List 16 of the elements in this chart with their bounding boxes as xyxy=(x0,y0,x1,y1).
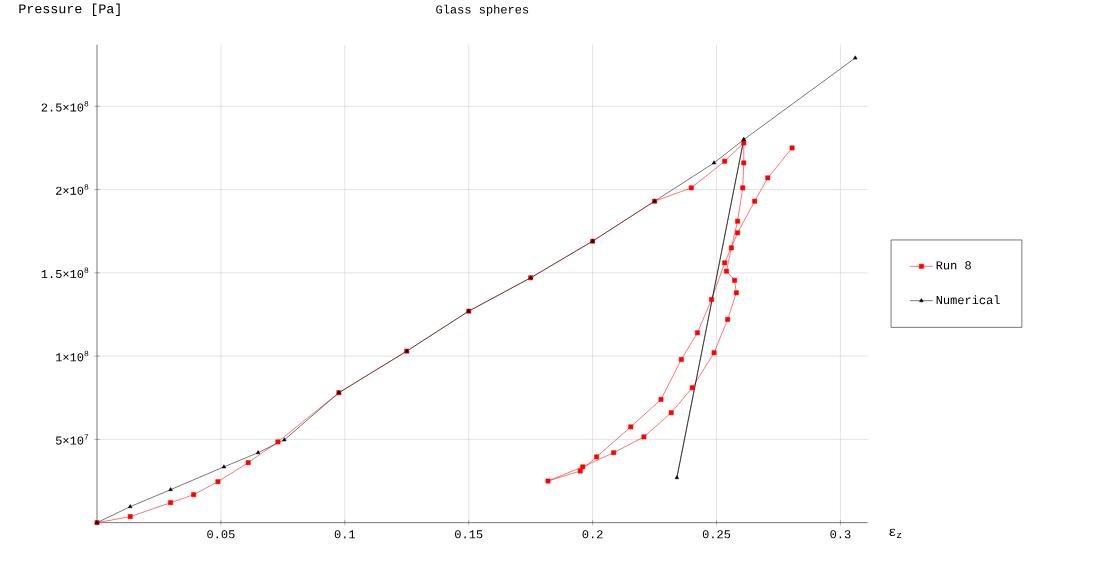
x-tick-label: 0.2 xyxy=(582,530,603,539)
x-tick-label: 0.05 xyxy=(207,530,235,539)
chart-title: Glass spheres xyxy=(436,4,529,17)
x-tick-label: 0.3 xyxy=(830,530,851,539)
legend-label: Run 8 xyxy=(936,261,971,270)
x-tick-label: 0.1 xyxy=(334,530,356,539)
y-tick-label: 2.5×10$^{8}$ xyxy=(41,101,89,112)
y-tick-label: 1×10$^{8}$ xyxy=(56,350,89,362)
y-tick-label: 1.5×10$^{8}$ xyxy=(41,267,89,279)
y-tick-label: 5×10$^{7}$ xyxy=(55,434,89,445)
y-tick-label: 2×10$^{8}$ xyxy=(56,184,89,196)
x-tick-label: 0.25 xyxy=(702,530,731,539)
x-axis-title: ε$_{z}$ xyxy=(889,528,902,539)
x-tick-label: 0.15 xyxy=(455,530,483,539)
y-axis-title: Pressure [Pa] xyxy=(19,3,120,17)
legend-label: Numerical xyxy=(936,295,1000,305)
